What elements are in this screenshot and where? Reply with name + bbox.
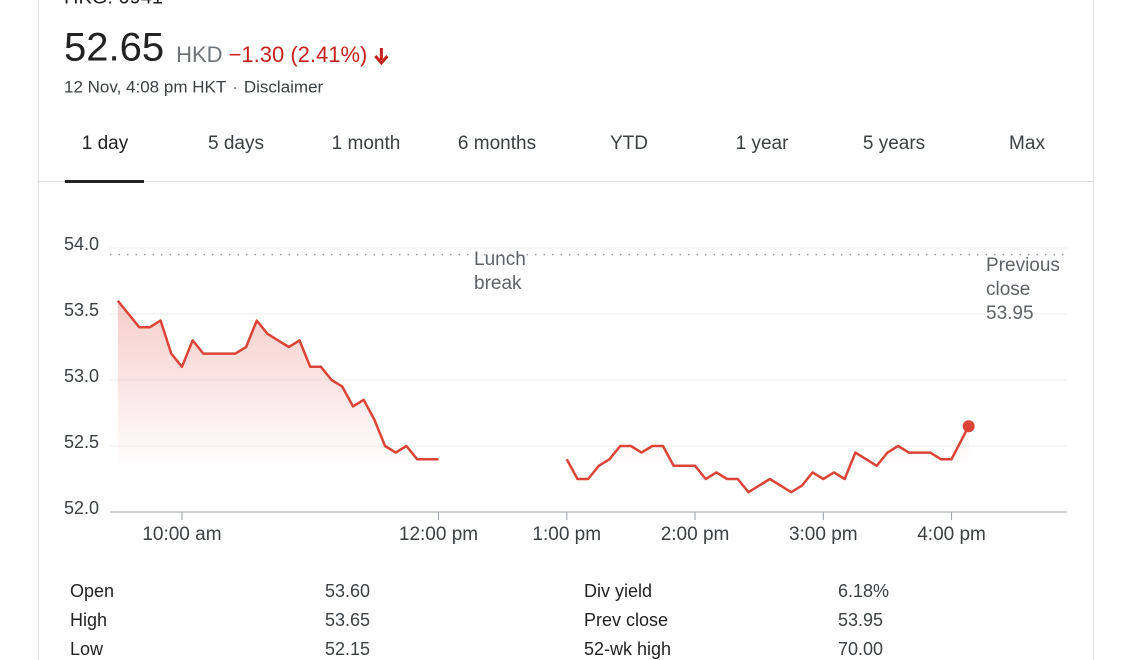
disclaimer-link[interactable]: Disclaimer bbox=[244, 77, 324, 96]
y-tick-label: 52.5 bbox=[64, 432, 99, 452]
timestamp: 12 Nov, 4:08 pm HKT bbox=[64, 77, 226, 96]
tab-underline bbox=[65, 180, 144, 183]
x-tick-label: 4:00 pm bbox=[917, 524, 986, 545]
y-tick-label: 52.0 bbox=[64, 498, 99, 518]
separator: · bbox=[232, 77, 238, 96]
y-tick-label: 53.0 bbox=[64, 366, 99, 386]
stat-label: 52-wk high bbox=[584, 639, 671, 659]
area bbox=[117, 300, 969, 512]
prev-close-text: Previous close bbox=[986, 255, 1060, 300]
tab[interactable]: Max bbox=[1009, 133, 1045, 154]
tab[interactable]: 6 months bbox=[458, 133, 536, 154]
y-tick-label: 53.5 bbox=[64, 300, 99, 320]
down-arrow bbox=[374, 48, 389, 66]
last-point bbox=[962, 420, 975, 433]
x-tick-label: 1:00 pm bbox=[532, 524, 601, 545]
prev-close-value: 53.95 bbox=[986, 303, 1034, 324]
x-tick-label: 2:00 pm bbox=[661, 524, 730, 545]
price: 52.65 bbox=[64, 26, 164, 70]
tab[interactable]: 5 years bbox=[863, 133, 925, 154]
stat-value: 52.15 bbox=[325, 639, 370, 659]
price-line bbox=[116, 300, 970, 494]
stat-value: 53.95 bbox=[838, 610, 883, 630]
stat-value: 6.18% bbox=[838, 581, 889, 601]
tab[interactable]: YTD bbox=[610, 133, 648, 154]
x-tick-label: 3:00 pm bbox=[789, 524, 858, 545]
stat-label: Div yield bbox=[584, 581, 652, 601]
tab[interactable]: 1 year bbox=[736, 133, 789, 154]
stat-label: Low bbox=[70, 639, 104, 659]
stat-label: Prev close bbox=[584, 610, 668, 630]
ticker: HKG: 0941 bbox=[64, 0, 163, 8]
tab[interactable]: 1 month bbox=[332, 133, 401, 154]
x-tick-label: 12:00 pm bbox=[399, 524, 478, 545]
lunch-annotation: Lunch break bbox=[474, 249, 526, 294]
x-tick-label: 10:00 am bbox=[142, 524, 221, 545]
y-tick-label: 54.0 bbox=[64, 234, 99, 254]
tab[interactable]: 5 days bbox=[208, 133, 264, 154]
stat-value: 53.60 bbox=[325, 581, 370, 601]
stat-value: 70.00 bbox=[838, 639, 883, 659]
prev-close-label: Previous close 53.95 bbox=[986, 254, 1076, 326]
tab[interactable]: 1 day bbox=[82, 133, 129, 154]
stat-value: 53.65 bbox=[325, 610, 370, 630]
stat-label: Open bbox=[70, 581, 114, 601]
stat-label: High bbox=[70, 610, 107, 630]
currency: HKD bbox=[176, 42, 222, 67]
change: −1.30 (2.41%) bbox=[229, 42, 368, 67]
